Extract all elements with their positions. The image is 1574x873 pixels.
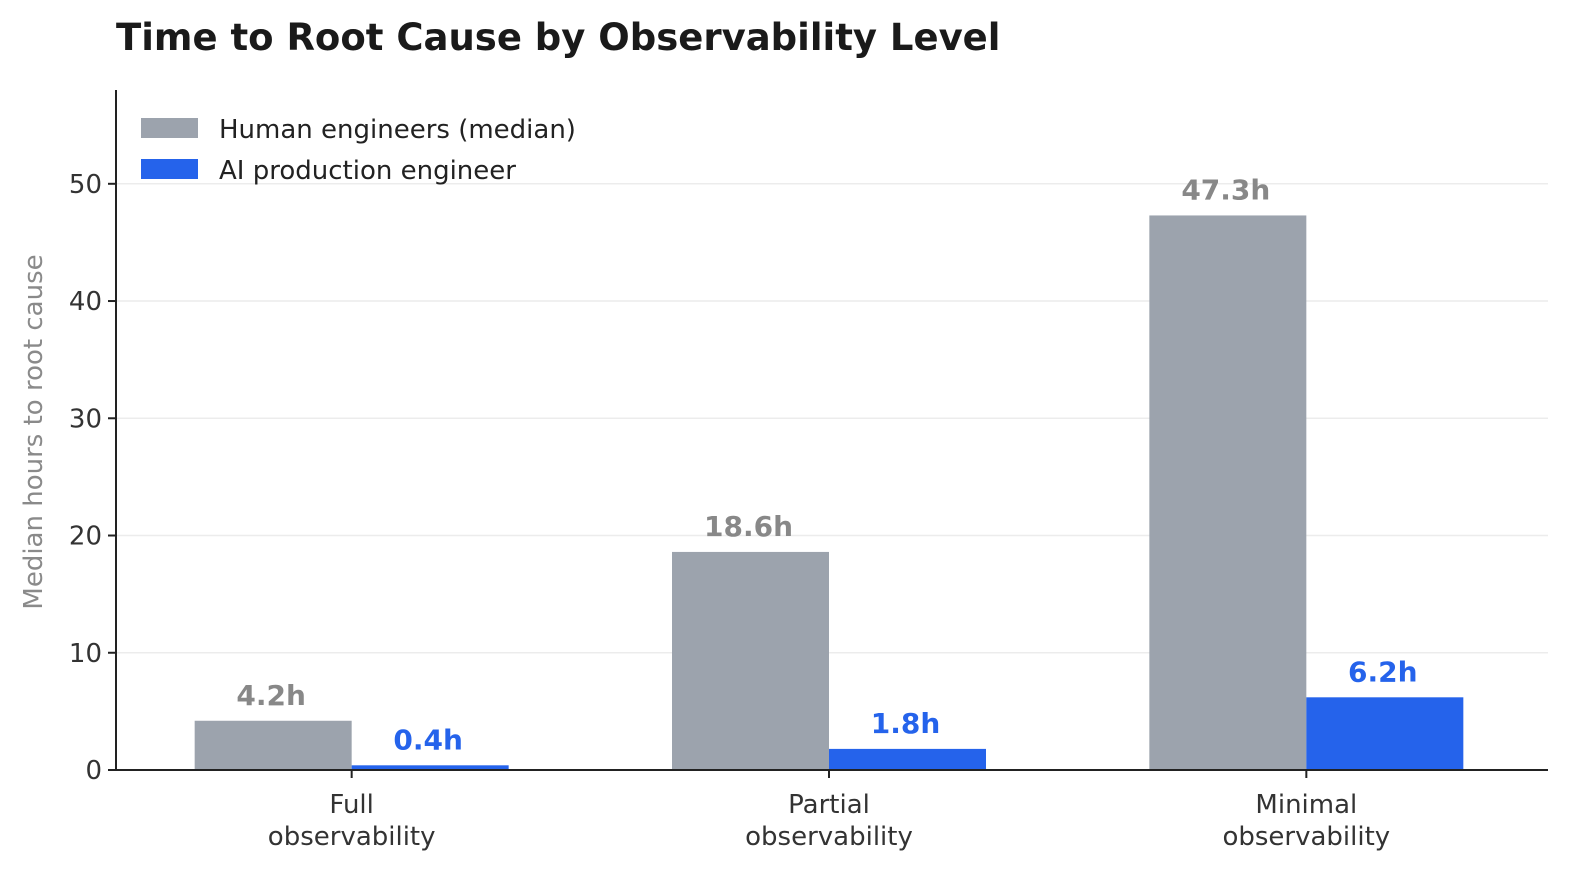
y-tick-label: 10 bbox=[69, 639, 102, 669]
y-tick-label: 0 bbox=[85, 756, 102, 786]
x-tick-label: Full bbox=[329, 790, 373, 820]
bar bbox=[1306, 697, 1464, 770]
gridlines bbox=[116, 183, 1548, 654]
legend: Human engineers (median) AI production en… bbox=[141, 115, 576, 186]
x-tick-label: observability bbox=[1222, 822, 1390, 852]
data-label: 18.6h bbox=[704, 510, 793, 543]
bar bbox=[829, 748, 986, 770]
legend-label: Human engineers (median) bbox=[219, 115, 576, 145]
data-label: 1.8h bbox=[871, 707, 941, 740]
chart-title: Time to Root Cause by Observability Leve… bbox=[116, 16, 1000, 59]
legend-swatch bbox=[141, 118, 198, 138]
data-labels: 4.2h 0.4h 18.6h 1.8h 47.3h 6.2h bbox=[236, 173, 1417, 756]
x-tick-label: Minimal bbox=[1255, 790, 1357, 820]
bar bbox=[672, 551, 829, 770]
bar bbox=[1149, 215, 1307, 771]
data-label: 4.2h bbox=[236, 679, 306, 712]
x-tick-label: observability bbox=[268, 822, 436, 852]
x-tick-label: observability bbox=[745, 822, 913, 852]
y-axis-label: Median hours to root cause bbox=[19, 254, 49, 609]
data-label: 47.3h bbox=[1181, 173, 1270, 206]
bar bbox=[351, 765, 509, 770]
y-tick-label: 30 bbox=[69, 404, 102, 434]
legend-swatch bbox=[141, 159, 198, 179]
data-label: 0.4h bbox=[393, 723, 463, 756]
legend-label: AI production engineer bbox=[219, 156, 516, 186]
x-tick-label: Partial bbox=[788, 790, 870, 820]
bar bbox=[194, 720, 352, 770]
x-ticks: FullobservabilityPartialobservabilityMin… bbox=[268, 770, 1390, 852]
y-tick-label: 40 bbox=[69, 287, 102, 317]
y-ticks: 0 10 20 30 40 50 bbox=[69, 170, 116, 786]
y-tick-label: 50 bbox=[69, 170, 102, 200]
data-label: 6.2h bbox=[1348, 655, 1418, 688]
y-tick-label: 20 bbox=[69, 522, 102, 552]
bars bbox=[194, 215, 1464, 771]
